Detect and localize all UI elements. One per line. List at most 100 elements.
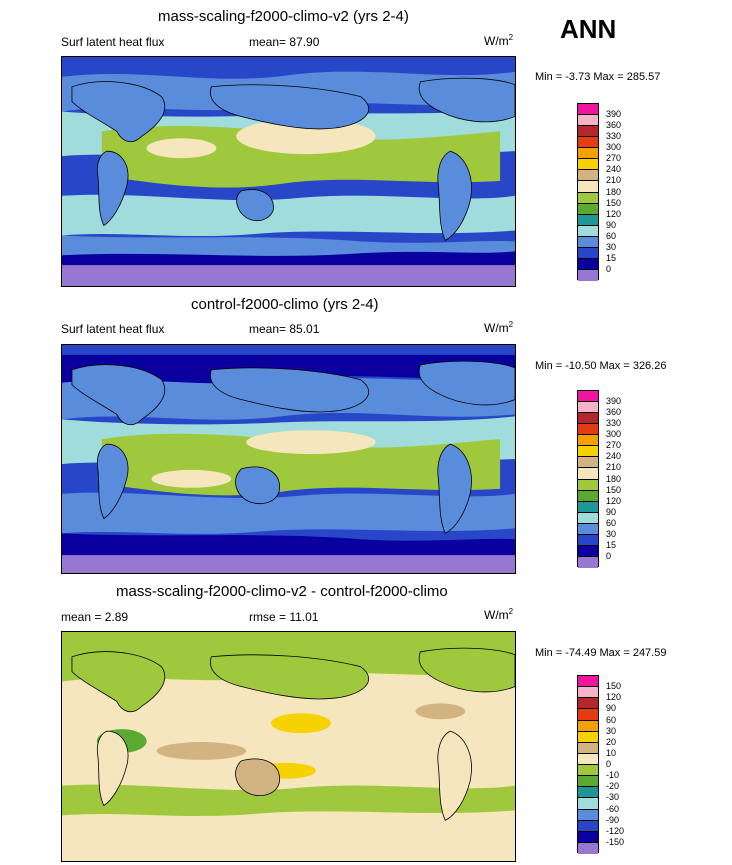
colorbar-segment: [578, 709, 598, 721]
colorbar-segment: [578, 501, 598, 513]
colorbar-tick-label: 0: [606, 550, 612, 561]
panel-2-mean-label: mean= 85.01: [249, 322, 320, 336]
colorbar-segment: [578, 687, 598, 699]
panel-2-units: W/m2: [484, 320, 514, 335]
panel-2-map: [61, 344, 516, 574]
colorbar-segment: [578, 424, 598, 436]
panel-3-mean-label: mean = 2.89: [61, 610, 129, 624]
colorbar-segment: [578, 104, 598, 116]
panel-3-minmax: Min = -74.49 Max = 247.59: [535, 647, 667, 659]
colorbar-tick-label: 10: [606, 747, 617, 758]
colorbar-tick-label: 330: [606, 418, 622, 429]
colorbar-segment: [578, 534, 598, 546]
colorbar-segment: [578, 115, 598, 127]
colorbar-segment: [578, 753, 598, 765]
colorbar-segment: [578, 192, 598, 204]
colorbar-tick-label: 270: [606, 153, 622, 164]
panel-1-units: W/m2: [484, 33, 514, 48]
colorbar-segment: [578, 468, 598, 480]
colorbar-segment: [578, 225, 598, 237]
colorbar-tick-label: -90: [606, 814, 620, 825]
colorbar-segment: [578, 676, 598, 688]
colorbar-tick-label: 120: [606, 208, 622, 219]
colorbar-tick-label: 60: [606, 230, 617, 241]
colorbar-tick-label: 240: [606, 451, 622, 462]
colorbar-segment: [578, 831, 598, 843]
colorbar-tick-label: 60: [606, 714, 617, 725]
colorbar-segment: [578, 170, 598, 182]
colorbar-tick-label: 15: [606, 252, 617, 263]
colorbar-segment: [578, 203, 598, 215]
colorbar-tick-label: 180: [606, 473, 622, 484]
colorbar-tick-label: -10: [606, 770, 620, 781]
panel-2-colorbar: [577, 390, 599, 568]
colorbar-segment: [578, 236, 598, 248]
colorbar-segment: [578, 698, 598, 710]
colorbar-tick-label: 360: [606, 120, 622, 131]
panel-1-map: [61, 56, 516, 287]
colorbar-segment: [578, 247, 598, 259]
colorbar-tick-label: 120: [606, 495, 622, 506]
colorbar-tick-label: -120: [606, 825, 625, 836]
colorbar-tick-label: 270: [606, 440, 622, 451]
colorbar-tick-label: 150: [606, 484, 622, 495]
colorbar-segment: [578, 545, 598, 557]
colorbar-segment: [578, 720, 598, 732]
panel-1-colorbar: [577, 103, 599, 281]
colorbar-tick-label: 300: [606, 429, 622, 440]
season-label: ANN: [560, 14, 617, 44]
colorbar-segment: [578, 556, 598, 568]
panel-3-map: [61, 631, 516, 862]
colorbar-segment: [578, 523, 598, 535]
colorbar-tick-label: 240: [606, 164, 622, 175]
colorbar-segment: [578, 402, 598, 414]
colorbar-segment: [578, 148, 598, 160]
colorbar-tick-label: 60: [606, 517, 617, 528]
colorbar-tick-label: 300: [606, 142, 622, 153]
panel-2-variable-label: Surf latent heat flux: [61, 322, 165, 336]
colorbar-tick-label: -20: [606, 781, 620, 792]
colorbar-tick-label: 90: [606, 219, 617, 230]
colorbar-tick-label: 30: [606, 725, 617, 736]
colorbar-tick-label: -60: [606, 803, 620, 814]
panel-2-title: control-f2000-climo (yrs 2-4): [191, 296, 379, 313]
colorbar-segment: [578, 787, 598, 799]
colorbar-segment: [578, 842, 598, 854]
colorbar-tick-label: -150: [606, 836, 625, 847]
colorbar-tick-label: 210: [606, 175, 622, 186]
colorbar-segment: [578, 159, 598, 171]
colorbar-segment: [578, 809, 598, 821]
panel-1-title: mass-scaling-f2000-climo-v2 (yrs 2-4): [158, 8, 409, 25]
colorbar-segment: [578, 181, 598, 193]
colorbar-segment: [578, 214, 598, 226]
panel-1-mean-label: mean= 87.90: [249, 35, 320, 49]
colorbar-segment: [578, 126, 598, 138]
colorbar-tick-label: 90: [606, 703, 617, 714]
colorbar-segment: [578, 731, 598, 743]
colorbar-tick-label: 360: [606, 407, 622, 418]
colorbar-tick-label: 390: [606, 396, 622, 407]
colorbar-segment: [578, 776, 598, 788]
colorbar-tick-label: 210: [606, 462, 622, 473]
colorbar-segment: [578, 820, 598, 832]
colorbar-segment: [578, 479, 598, 491]
colorbar-segment: [578, 457, 598, 469]
panel-3-units: W/m2: [484, 607, 514, 622]
colorbar-segment: [578, 258, 598, 270]
colorbar-tick-label: 20: [606, 736, 617, 747]
colorbar-segment: [578, 512, 598, 524]
colorbar-tick-label: 330: [606, 131, 622, 142]
colorbar-segment: [578, 269, 598, 281]
colorbar-tick-label: 120: [606, 692, 622, 703]
colorbar-segment: [578, 391, 598, 403]
colorbar-segment: [578, 798, 598, 810]
colorbar-tick-label: 15: [606, 539, 617, 550]
colorbar-tick-label: 0: [606, 263, 612, 274]
colorbar-segment: [578, 137, 598, 149]
colorbar-tick-label: 90: [606, 506, 617, 517]
colorbar-segment: [578, 435, 598, 447]
colorbar-tick-label: 30: [606, 528, 617, 539]
colorbar-tick-label: -30: [606, 792, 620, 803]
colorbar-segment: [578, 765, 598, 777]
colorbar-tick-label: 0: [606, 759, 612, 769]
